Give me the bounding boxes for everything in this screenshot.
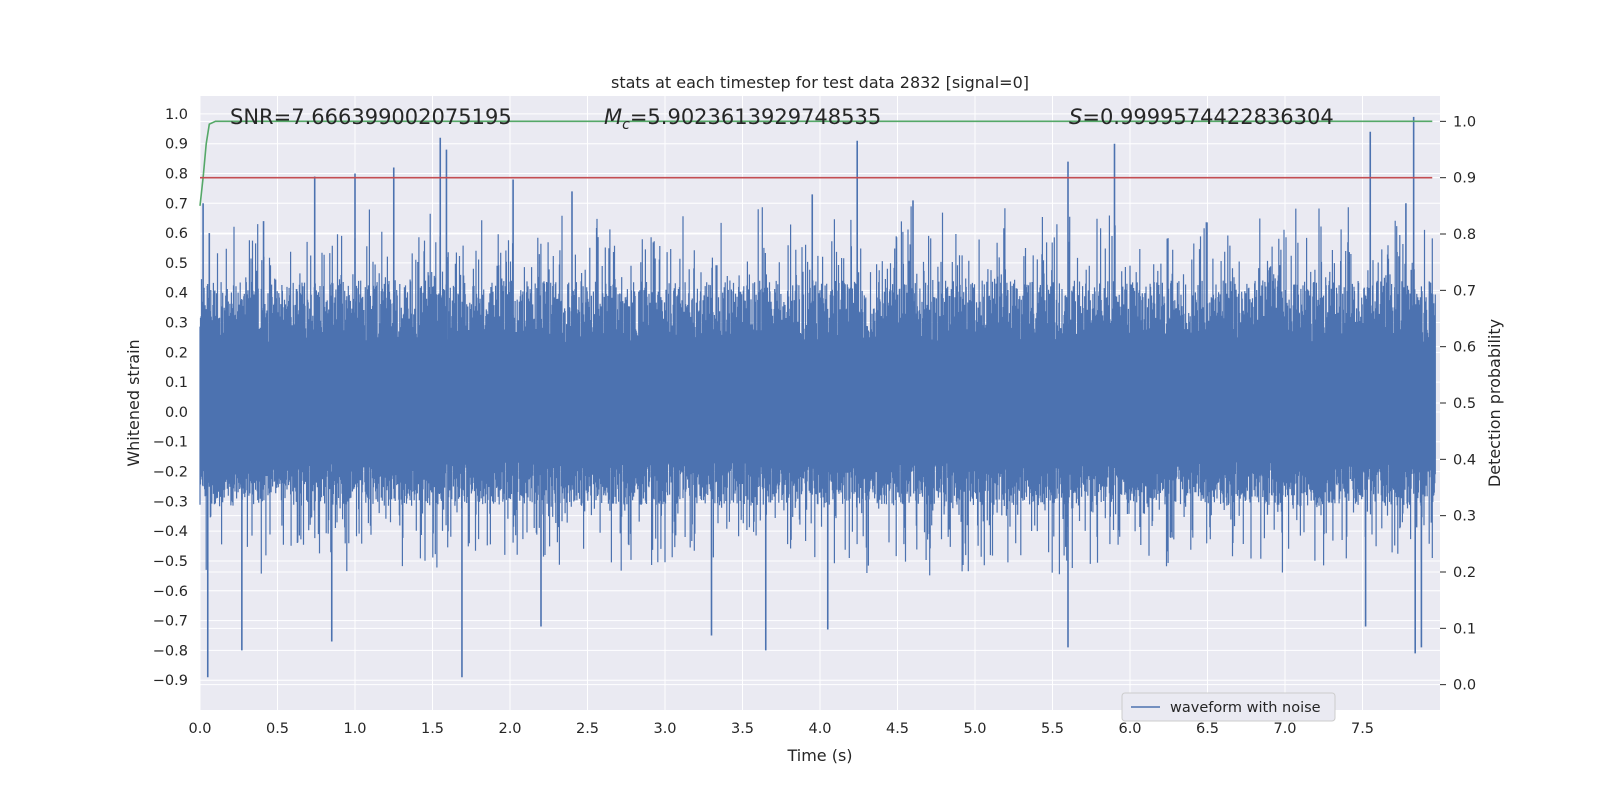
y-tick-label: 0.7 — [165, 196, 188, 212]
y2-tick-label: 0.8 — [1453, 227, 1476, 243]
y-axis-label: Whitened strain — [124, 339, 143, 466]
x-tick-label: 2.0 — [498, 721, 521, 737]
y-tick-label: 0.3 — [165, 316, 188, 332]
y-tick-label: −0.3 — [153, 494, 188, 510]
legend-box — [1121, 692, 1336, 722]
x-tick-label: 1.0 — [343, 721, 366, 737]
y-axis-ticks: −0.9 −0.8 −0.7 −0.6 −0.5 −0.4 −0.3 −0.2 −0.1 0.0 0… — [153, 107, 188, 689]
y-tick-label: 0.9 — [165, 137, 188, 153]
y2-tick-label: 0.6 — [1453, 340, 1476, 356]
y2-tick-label: 0.1 — [1453, 621, 1476, 637]
y-tick-label: 0.8 — [165, 166, 188, 182]
y-tick-label: −0.7 — [153, 614, 188, 630]
annotation-s-symbol: S — [1069, 105, 1082, 129]
y-tick-label: 0.1 — [165, 375, 188, 391]
y2-tick-label: 0.7 — [1453, 283, 1476, 299]
legend: waveform with noise — [1121, 692, 1336, 722]
y-tick-label: −0.4 — [153, 524, 188, 540]
annotation-mc-value: =5.9023613929748535 — [630, 105, 881, 129]
detection-probability-line — [199, 120, 1433, 206]
y2-axis-label: Detection probability — [1485, 319, 1504, 487]
x-tick-label: 7.0 — [1273, 721, 1296, 737]
x-tick-label: 3.0 — [653, 721, 676, 737]
annotation-mc-subscript: c — [622, 117, 630, 133]
y-tick-label: 1.0 — [165, 107, 188, 123]
waveform-core — [200, 346, 1436, 457]
y-tick-label: −0.9 — [153, 673, 188, 689]
y2-tick-label: 1.0 — [1453, 114, 1476, 130]
y2-tick-label: 0.5 — [1453, 396, 1476, 412]
x-tick-label: 2.5 — [576, 721, 599, 737]
y-tick-label: 0.0 — [165, 405, 188, 421]
x-tick-label: 0.0 — [188, 721, 211, 737]
probability-series — [199, 120, 1433, 206]
y-tick-label: −0.2 — [153, 465, 188, 481]
y-tick-label: −0.5 — [153, 554, 188, 570]
annotation-s-value: =0.9999574422836304 — [1082, 105, 1333, 129]
x-tick-label: 0.5 — [266, 721, 289, 737]
x-tick-label: 6.0 — [1118, 721, 1141, 737]
chart-title: stats at each timestep for test data 283… — [611, 73, 1029, 92]
y-tick-label: −0.6 — [153, 584, 188, 600]
legend-label: waveform with noise — [1170, 700, 1321, 716]
y-tick-label: −0.8 — [153, 643, 188, 659]
x-tick-label: 1.5 — [421, 721, 444, 737]
x-tick-label: 7.5 — [1351, 721, 1374, 737]
y-tick-label: 0.2 — [165, 345, 188, 361]
y2-tick-label: 0.2 — [1453, 565, 1476, 581]
annotation-s: S=0.9999574422836304 — [1069, 105, 1334, 129]
x-tick-label: 6.5 — [1196, 721, 1219, 737]
y-tick-label: −0.1 — [153, 435, 188, 451]
x-tick-label: 4.5 — [886, 721, 909, 737]
annotation-snr: SNR=7.666399002075195 — [230, 105, 512, 129]
y-tick-label: 0.6 — [165, 226, 188, 242]
x-tick-label: 3.5 — [731, 721, 754, 737]
x-tick-label: 4.0 — [808, 721, 831, 737]
y2-tick-label: 0.9 — [1453, 171, 1476, 187]
x-tick-label: 5.0 — [963, 721, 986, 737]
annotation-mc: Mc=5.9023613929748535 — [604, 105, 881, 133]
y-tick-label: 0.5 — [165, 256, 188, 272]
x-axis-label: Time (s) — [786, 746, 852, 765]
y2-tick-label: 0.0 — [1453, 678, 1476, 694]
y2-tick-label: 0.3 — [1453, 509, 1476, 525]
annotation-mc-symbol: M — [604, 105, 622, 129]
y2-tick-label: 0.4 — [1453, 452, 1476, 468]
y-tick-label: 0.4 — [165, 286, 188, 302]
waveform-series — [199, 116, 1436, 678]
x-axis-ticks: 0.0 0.5 1.0 1.5 2.0 2.5 3.0 3.5 4.0 4.5 5.0 5.5 6.0 6… — [188, 721, 1374, 737]
y2-axis-ticks: 0.0 0.1 0.2 0.3 0.4 0.5 0.6 0.7 0.8 0.9 1.0 — [1440, 114, 1476, 694]
x-tick-label: 5.5 — [1041, 721, 1064, 737]
